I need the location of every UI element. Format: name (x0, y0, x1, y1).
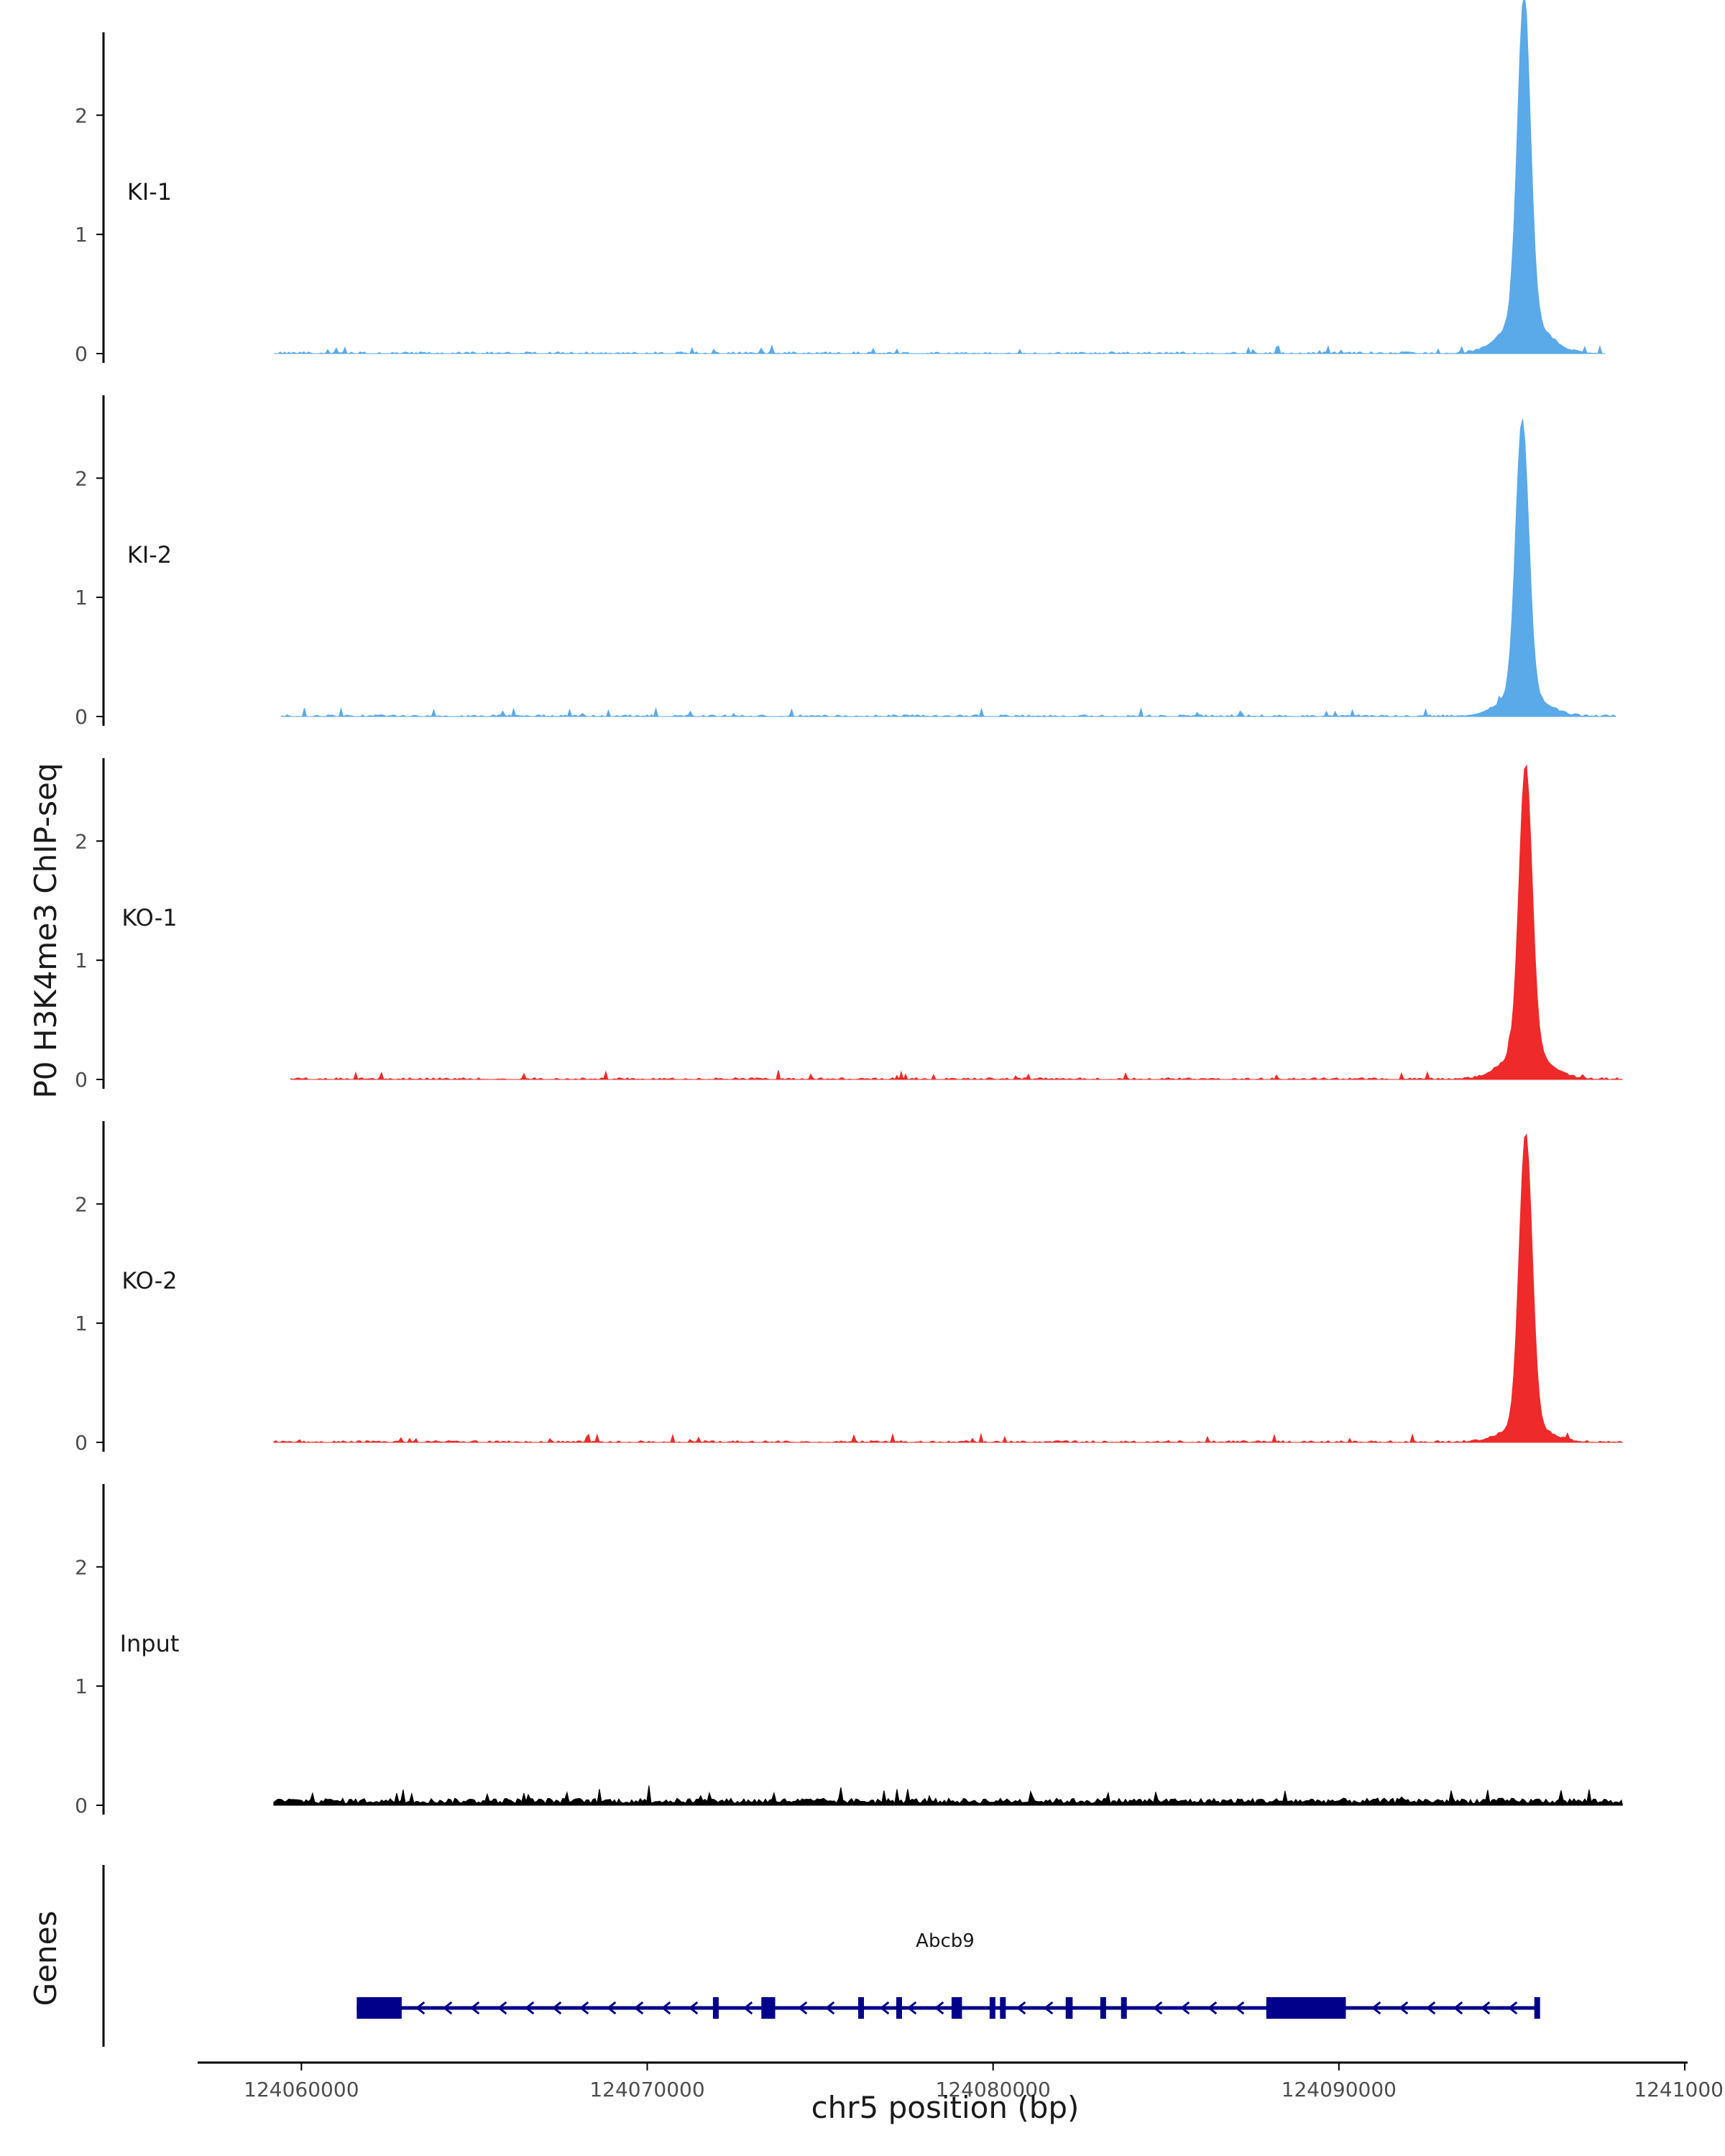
gene-exon (712, 1997, 719, 2019)
track-label: KI-1 (127, 178, 172, 206)
strand-arrow (1371, 2001, 1381, 2015)
gene-exon (1121, 1997, 1127, 2019)
y-tick-label: 0 (75, 705, 88, 729)
gene-exon (951, 1997, 962, 2019)
strand-arrow (742, 2001, 753, 2015)
strand-arrow (1453, 2001, 1463, 2015)
track-ki-1: 0 1 2 KI-1 (75, 0, 1606, 366)
genes-track: Abcb9 (102, 1865, 1540, 2047)
gene-exon (858, 1997, 865, 2019)
x-tick-label: 124080000 (936, 2078, 1051, 2101)
strand-arrow (551, 2001, 562, 2015)
strand-arrow (1179, 2001, 1190, 2015)
strand-arrow (1234, 2001, 1245, 2015)
track-ko-2: 0 1 2 KO-2 (75, 1121, 1623, 1455)
signal-tracks: 0 1 2 KI-1 0 1 2 KI-2 0 1 2 KO-1 0 1 2 KO-2 0 1 2 Input (75, 0, 1624, 1818)
y-tick-label: 1 (75, 223, 88, 247)
gene-exon (1065, 1997, 1073, 2019)
y-tick-label: 2 (75, 829, 88, 853)
strand-arrow (524, 2001, 535, 2015)
gene-exon (761, 1997, 776, 2019)
x-tick-label: 1241000 (1634, 2078, 1724, 2101)
strand-arrow (469, 2001, 480, 2015)
signal-area (290, 764, 1623, 1081)
signal-area (273, 1785, 1624, 1806)
strand-arrow (1016, 2001, 1026, 2015)
track-ki-2: 0 1 2 KI-2 (75, 395, 1616, 729)
track-ko-1: 0 1 2 KO-1 (75, 758, 1623, 1092)
gene-exon (1000, 1997, 1006, 2019)
y-tick-label: 2 (75, 1192, 88, 1216)
strand-arrow (1043, 2001, 1054, 2015)
y-tick-label: 2 (75, 466, 88, 490)
y-tick-label: 0 (75, 1794, 88, 1818)
strand-arrow (661, 2001, 671, 2015)
gene-exon (1100, 1997, 1106, 2019)
strand-arrow (1480, 2001, 1491, 2015)
y-tick-label: 0 (75, 1431, 88, 1455)
strand-arrow (633, 2001, 644, 2015)
y-tick-label: 2 (75, 1555, 88, 1579)
signal-area (280, 418, 1616, 717)
signal-area (273, 1133, 1623, 1443)
y-tick-label: 0 (75, 342, 88, 366)
x-axis-title: chr5 position (bp) (811, 2090, 1080, 2125)
track-label: KI-2 (127, 541, 172, 568)
gene-name-label: Abcb9 (916, 1930, 975, 1952)
y-axis-title: P0 H3K4me3 ChIP-seq (28, 763, 63, 1098)
x-tick-label: 124060000 (244, 2078, 359, 2101)
track-input: 0 1 2 Input (75, 1484, 1624, 1818)
track-label: KO-1 (121, 904, 177, 931)
y-tick-label: 0 (75, 1068, 88, 1092)
gene-exon (356, 1997, 402, 2019)
strand-arrow (442, 2001, 453, 2015)
y-tick-label: 2 (75, 103, 88, 127)
strand-arrow (879, 2001, 890, 2015)
strand-arrow (1425, 2001, 1436, 2015)
x-tick-label: 124090000 (1282, 2078, 1397, 2101)
track-label: Input (120, 1630, 180, 1657)
x-tick-label: 124070000 (589, 2078, 704, 2101)
y-tick-label: 1 (75, 1674, 88, 1698)
gene-exon (1534, 1997, 1540, 2019)
strand-arrow (1507, 2001, 1518, 2015)
gene-exon (1266, 1997, 1346, 2019)
strand-arrow (497, 2001, 507, 2015)
strand-arrow (934, 2001, 944, 2015)
strand-arrow (606, 2001, 617, 2015)
strand-arrow (688, 2001, 699, 2015)
y-tick-label: 1 (75, 586, 88, 609)
strand-arrow (415, 2001, 426, 2015)
y-tick-label: 1 (75, 949, 88, 972)
strand-arrow (1398, 2001, 1409, 2015)
strand-arrow (579, 2001, 589, 2015)
strand-arrow (1152, 2001, 1163, 2015)
x-axis: 124060000 124070000 124080000 124090000 1241… (198, 2061, 1724, 2101)
signal-area (273, 0, 1606, 355)
genes-axis-title: Genes (28, 1911, 63, 2007)
strand-arrow (824, 2001, 835, 2015)
gene-exon (989, 1997, 995, 2019)
track-label: KO-2 (121, 1267, 177, 1294)
strand-arrow (1207, 2001, 1218, 2015)
strand-arrow (797, 2001, 808, 2015)
gene-exon (896, 1997, 902, 2019)
strand-arrow (906, 2001, 917, 2015)
y-tick-label: 1 (75, 1312, 88, 1335)
